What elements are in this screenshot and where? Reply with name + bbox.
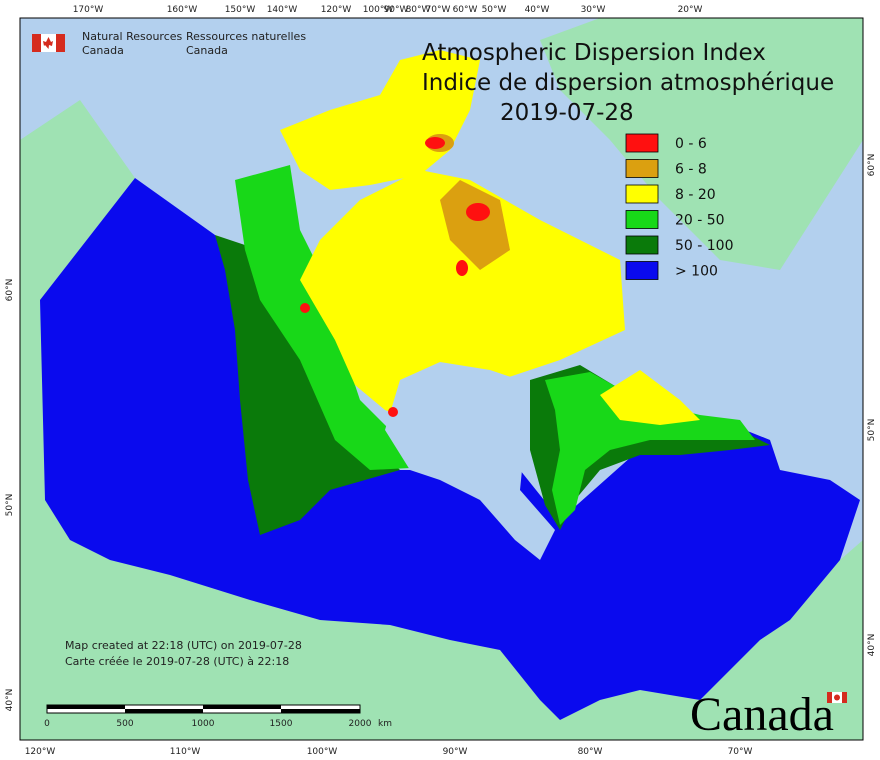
longitude-label: 60°W bbox=[453, 5, 478, 15]
map-border bbox=[19, 17, 864, 741]
scale-bar: 0 500 1000 1500 2000 km bbox=[44, 704, 392, 729]
wordmark-text: Canada bbox=[690, 688, 834, 741]
latitude-label: 40°N bbox=[5, 689, 15, 712]
longitude-label: 120°W bbox=[25, 747, 56, 757]
longitude-label: 110°W bbox=[170, 747, 201, 757]
scale-seg bbox=[47, 705, 125, 709]
longitude-label: 100°W bbox=[363, 5, 394, 15]
scale-label: 500 bbox=[116, 719, 133, 729]
legend-label: 50 - 100 bbox=[675, 238, 734, 254]
legend-swatch bbox=[625, 235, 659, 255]
longitude-label: 40°W bbox=[525, 5, 550, 15]
other-land bbox=[20, 100, 863, 740]
longitude-label: 140°W bbox=[267, 5, 298, 15]
hudson-bay bbox=[385, 362, 555, 560]
flag-leaf bbox=[43, 37, 53, 49]
zone-8-20 bbox=[300, 170, 625, 420]
agency-header: Natural Resources Canada Ressources natu… bbox=[32, 30, 306, 57]
agency-en: Canada bbox=[82, 44, 124, 57]
flag-bar bbox=[827, 692, 832, 703]
longitude-label: 30°W bbox=[581, 5, 606, 15]
longitude-label: 160°W bbox=[167, 5, 198, 15]
agency-fr: Canada bbox=[186, 44, 228, 57]
zone-0-6 bbox=[300, 303, 310, 313]
legend-swatch bbox=[625, 159, 659, 178]
flag-bar bbox=[56, 34, 65, 52]
legend-swatch bbox=[625, 133, 659, 153]
latitude-label: 50°N bbox=[867, 419, 877, 442]
longitude-label: 70°W bbox=[728, 747, 753, 757]
agency-en: Natural Resources bbox=[82, 30, 183, 43]
legend: 0 - 6 6 - 8 8 - 20 20 - 50 50 - 100 > 100 bbox=[625, 133, 734, 280]
legend-label: 0 - 6 bbox=[675, 136, 707, 152]
longitude-label: 80°W bbox=[406, 5, 431, 15]
zone-0-6 bbox=[425, 137, 445, 149]
longitude-label: 170°W bbox=[73, 5, 104, 15]
longitude-label: 70°W bbox=[426, 5, 451, 15]
latitude-label: 60°N bbox=[5, 279, 15, 302]
flag-leaf bbox=[834, 694, 840, 701]
scale-seg bbox=[125, 709, 203, 713]
scale-label: 1500 bbox=[270, 719, 293, 729]
title: Indice de dispersion atmosphérique bbox=[422, 70, 834, 96]
zone-0-6 bbox=[388, 407, 398, 417]
zone-50-100 bbox=[215, 235, 400, 535]
longitude-label: 100°W bbox=[307, 747, 338, 757]
note: Carte créée le 2019-07-28 (UTC) à 22:18 bbox=[65, 655, 289, 668]
wordmark: Canada bbox=[690, 688, 847, 741]
zone-8-20 bbox=[600, 370, 700, 425]
legend-label: > 100 bbox=[675, 264, 718, 280]
note: Map created at 22:18 (UTC) on 2019-07-28 bbox=[65, 639, 302, 652]
latitude-label: 40°N bbox=[867, 634, 877, 657]
scale-label: 2000 bbox=[349, 719, 372, 729]
legend-label: 20 - 50 bbox=[675, 213, 725, 229]
latitude-label: 60°N bbox=[867, 154, 877, 177]
title: Atmospheric Dispersion Index bbox=[422, 40, 766, 66]
scale-unit: km bbox=[378, 719, 392, 729]
zone-8-20 bbox=[280, 50, 480, 190]
longitude-label: 80°W bbox=[578, 747, 603, 757]
longitude-label: 20°W bbox=[678, 5, 703, 15]
legend-swatch bbox=[625, 261, 659, 280]
scale-label: 0 bbox=[44, 719, 50, 729]
agency-fr: Ressources naturelles bbox=[186, 30, 306, 43]
map-area bbox=[20, 18, 863, 740]
longitude-label: 120°W bbox=[321, 5, 352, 15]
latitude-label: 50°N bbox=[5, 494, 15, 517]
legend-swatch bbox=[625, 210, 659, 229]
longitude-label: 90°W bbox=[443, 747, 468, 757]
zone-6-8 bbox=[440, 180, 510, 270]
scale-seg bbox=[281, 709, 360, 713]
scale-labels: 0 500 1000 1500 2000 km bbox=[44, 719, 392, 729]
scale-label: 1000 bbox=[192, 719, 215, 729]
zone-20-50 bbox=[545, 372, 755, 525]
legend-label: 6 - 8 bbox=[675, 162, 707, 178]
longitude-label: 50°W bbox=[482, 5, 507, 15]
longitude-label: 150°W bbox=[225, 5, 256, 15]
zone-0-6 bbox=[456, 260, 468, 276]
longitude-label: 90°W bbox=[384, 5, 409, 15]
graticule-labels: 170°W 160°W 150°W 140°W 120°W 100°W90°W80°W70… bbox=[5, 5, 877, 757]
scale-seg bbox=[203, 705, 281, 709]
flag-bar bbox=[842, 692, 847, 703]
date: 2019-07-28 bbox=[500, 100, 634, 126]
legend-swatch bbox=[625, 184, 659, 204]
legend-label: 8 - 20 bbox=[675, 187, 716, 203]
zone-0-6 bbox=[466, 203, 490, 221]
flag-bar bbox=[32, 34, 41, 52]
greenland bbox=[540, 18, 863, 270]
